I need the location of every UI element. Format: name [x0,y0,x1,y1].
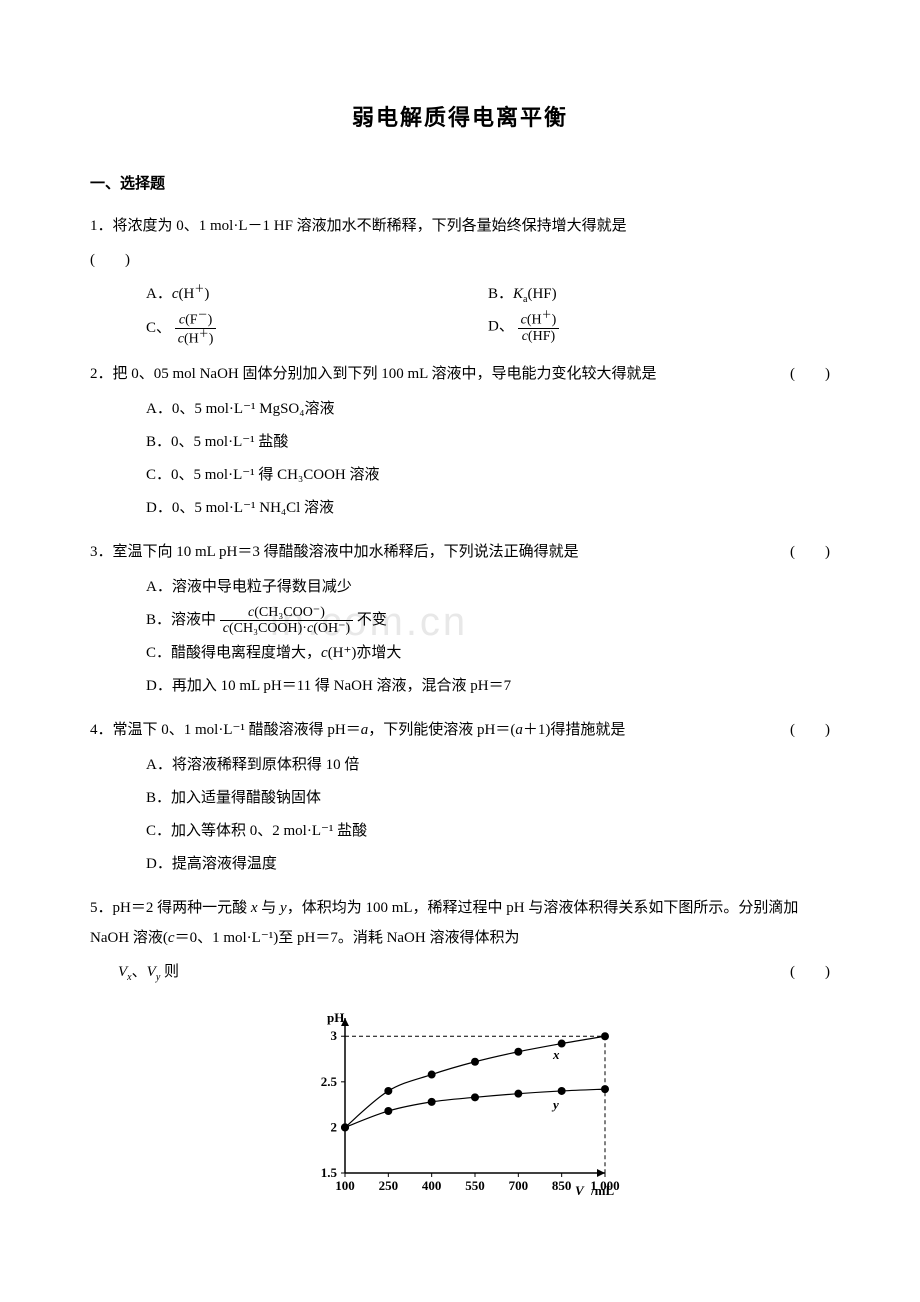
svg-text:3: 3 [331,1028,338,1043]
q4-optA: A．将溶液稀释到原体积得 10 倍 [146,749,830,782]
q4-optC: C．加入等体积 0、2 mol·L⁻¹ 盐酸 [146,815,830,848]
q1-optC-fraction: c(F－) c(H＋) [175,310,217,347]
section-header: 一、选择题 [90,172,830,193]
question-5: 5．pH＝2 得两种一元酸 x 与 y，体积均为 100 mL，稀释过程中 pH… [90,893,830,1214]
svg-text:x: x [552,1047,560,1062]
q5-paren: ( ) [790,957,830,987]
svg-text:1 000: 1 000 [590,1178,619,1193]
q4-options: A．将溶液稀释到原体积得 10 倍 B．加入适量得醋酸钠固体 C．加入等体积 0… [90,749,830,881]
q3-optD: D．再加入 10 mL pH＝11 得 NaOH 溶液，混合液 pH＝7 [146,670,830,703]
svg-text:V: V [575,1183,585,1198]
question-4: 4．常温下 0、1 mol·L⁻¹ 醋酸溶液得 pH＝a，下列能使溶液 pH＝(… [90,715,830,881]
q5-text: 5．pH＝2 得两种一元酸 x 与 y，体积均为 100 mL，稀释过程中 pH… [90,893,830,953]
q1-options-row1: A．c(H＋) B．Ka(HF) [90,279,830,310]
svg-text:2: 2 [331,1120,338,1135]
q3-paren: ( ) [790,537,830,567]
svg-text:y: y [551,1097,559,1112]
q2-paren: ( ) [790,359,830,389]
q2-optB: B．0、5 mol·L⁻¹ 盐酸 [146,426,830,459]
q2-options: A．0、5 mol·L⁻¹ MgSO₄溶液 B．0、5 mol·L⁻¹ 盐酸 C… [90,393,830,525]
q3-text: 3．室温下向 10 mL pH＝3 得醋酸溶液中加水稀释后，下列说法正确得就是 … [90,537,830,567]
q1-options-row2: C、 c(F－) c(H＋) D、 c(H＋) c(HF) [90,310,830,347]
q2-optA: A．0、5 mol·L⁻¹ MgSO₄溶液 [146,393,830,426]
q3-options: A．溶液中导电粒子得数目减少 B．溶液中 c(CH₃COO⁻) c(CH₃COO… [90,571,830,703]
svg-text:2.5: 2.5 [321,1074,338,1089]
q4-text: 4．常温下 0、1 mol·L⁻¹ 醋酸溶液得 pH＝a，下列能使溶液 pH＝(… [90,715,830,745]
q1-optD: D、 c(H＋) c(HF) [488,310,830,347]
q1-text: 1．将浓度为 0、1 mol·L－1 HF 溶液加水不断稀释，下列各量始终保持增… [90,211,830,241]
q1-optB: B．Ka(HF) [488,279,830,310]
q2-optC: C．0、5 mol·L⁻¹ 得 CH₃COOH 溶液 [146,459,830,492]
q4-optD: D．提高溶液得温度 [146,848,830,881]
q4-paren: ( ) [790,715,830,745]
q5-chart: pHV/mL1.522.531002504005507008501 000xy [90,1003,830,1214]
q5-text2: Vx、Vy 则 ( ) [90,957,830,988]
chart-svg: pHV/mL1.522.531002504005507008501 000xy [300,1003,620,1203]
question-1: 1．将浓度为 0、1 mol·L－1 HF 溶液加水不断稀释，下列各量始终保持增… [90,211,830,347]
q3-optB: B．溶液中 c(CH₃COO⁻) c(CH₃COOH)·c(OH⁻) 不变 [146,604,830,637]
svg-text:100: 100 [335,1178,355,1193]
svg-text:550: 550 [465,1178,485,1193]
q3-optA: A．溶液中导电粒子得数目减少 [146,571,830,604]
q2-text: 2．把 0、05 mol NaOH 固体分别加入到下列 100 mL 溶液中，导… [90,359,830,389]
page-title: 弱电解质得电离平衡 [90,100,830,132]
svg-text:400: 400 [422,1178,442,1193]
q4-optB: B．加入适量得醋酸钠固体 [146,782,830,815]
question-2: 2．把 0、05 mol NaOH 固体分别加入到下列 100 mL 溶液中，导… [90,359,830,525]
q1-optD-fraction: c(H＋) c(HF) [518,310,560,344]
q1-optC: C、 c(F－) c(H＋) [146,310,488,347]
q2-optD: D．0、5 mol·L⁻¹ NH₄Cl 溶液 [146,492,830,525]
q1-optA: A．c(H＋) [146,279,488,310]
svg-text:850: 850 [552,1178,572,1193]
q3-optC: C．醋酸得电离程度增大，c(H⁺)亦增大 [146,637,830,670]
svg-text:pH: pH [327,1010,344,1025]
q3-optB-fraction: c(CH₃COO⁻) c(CH₃COOH)·c(OH⁻) [220,605,353,637]
svg-text:700: 700 [509,1178,529,1193]
question-3: 3．室温下向 10 mL pH＝3 得醋酸溶液中加水稀释后，下列说法正确得就是 … [90,537,830,703]
svg-text:250: 250 [379,1178,399,1193]
